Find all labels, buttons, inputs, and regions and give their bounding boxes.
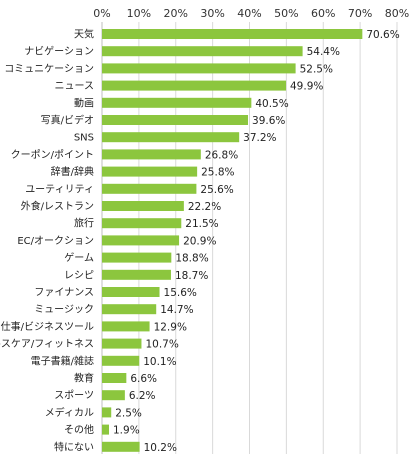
bar <box>102 304 157 315</box>
category-label: 特にない <box>54 441 94 453</box>
bar <box>102 355 140 366</box>
category-label: 電子書籍/雑誌 <box>31 354 94 367</box>
category-label: ニュース <box>55 81 95 92</box>
value-label: 26.8% <box>205 149 238 161</box>
bar <box>102 166 198 177</box>
category-label: ナビゲーション <box>24 46 94 58</box>
value-label: 10.1% <box>143 356 176 368</box>
category-label: 天気 <box>74 28 94 41</box>
bar <box>102 132 240 143</box>
bar <box>102 63 296 74</box>
value-label: 2.5% <box>115 407 142 419</box>
value-label: 14.7% <box>160 304 193 316</box>
x-tick-label: 30% <box>200 7 224 20</box>
bar <box>102 97 252 108</box>
category-label: 写真/ビデオ <box>41 114 94 127</box>
x-tick-label: 0% <box>93 7 110 20</box>
category-label: クーポン/ポイント <box>11 149 94 161</box>
value-label: 18.8% <box>175 253 208 265</box>
category-label: その他 <box>64 423 94 436</box>
bar <box>102 46 303 57</box>
value-label: 54.4% <box>307 46 340 58</box>
value-label: 10.2% <box>144 442 177 454</box>
bar <box>102 441 140 452</box>
bar <box>102 407 112 418</box>
bar <box>102 373 127 383</box>
value-label: 37.2% <box>243 132 276 144</box>
bar <box>102 80 287 91</box>
bar <box>102 29 363 39</box>
value-label: 10.7% <box>145 339 178 351</box>
bar <box>102 183 197 194</box>
value-label: 12.9% <box>154 321 187 333</box>
category-label: 教育 <box>74 372 94 385</box>
category-label: SNS <box>74 133 94 144</box>
category-label: 仕事/ビジネスツール <box>1 320 94 333</box>
value-label: 52.5% <box>300 63 333 75</box>
category-label: ユーティリティ <box>25 184 94 195</box>
x-tick-label: 10% <box>127 7 151 20</box>
category-label: ファイナンス <box>34 287 94 299</box>
category-label: メディカル <box>45 406 94 419</box>
bar <box>102 321 150 332</box>
bar <box>102 424 110 435</box>
value-label: 1.9% <box>113 425 140 437</box>
bar <box>102 390 125 401</box>
category-label: 辞書/辞典 <box>51 165 94 178</box>
value-label: 18.7% <box>175 270 208 282</box>
bar <box>102 201 184 211</box>
x-tick-label: 80% <box>385 7 409 20</box>
bar <box>102 338 142 349</box>
bars <box>102 29 363 452</box>
value-label: 22.2% <box>188 201 221 213</box>
value-label: 6.2% <box>129 390 156 402</box>
bar <box>102 218 182 229</box>
x-tick-label: 70% <box>348 7 372 20</box>
x-tick-label: 40% <box>237 7 261 20</box>
category-label: ヘルスケア/フィットネス <box>0 338 94 350</box>
value-label: 70.6% <box>366 29 399 41</box>
x-tick-label: 50% <box>274 7 298 20</box>
value-label: 25.8% <box>201 167 234 179</box>
value-labels: 70.6% 54.4% 52.5% 49.9%40.5% 39.6% 37.2% 26.8%… <box>113 29 400 454</box>
category-label: コミュニケーション <box>4 63 94 75</box>
category-label: 旅行 <box>74 217 94 230</box>
bar <box>102 287 160 297</box>
gridlines <box>101 22 398 454</box>
category-label: スポーツ <box>54 390 94 402</box>
category-label: 動画 <box>74 96 94 109</box>
value-label: 39.6% <box>252 115 285 127</box>
x-tick-label: 60% <box>311 7 335 20</box>
category-label: ゲーム <box>64 252 94 264</box>
value-label: 40.5% <box>255 98 288 110</box>
bar <box>102 149 201 160</box>
category-label: レシピ <box>64 269 94 281</box>
x-axis-ticks: 0% 10% 20% 30% 40% 50% 60% 70% 80% <box>93 7 409 20</box>
value-label: 15.6% <box>164 287 197 299</box>
x-tick-label: 20% <box>164 7 188 20</box>
value-label: 25.6% <box>200 184 233 196</box>
bar <box>102 115 249 125</box>
category-label: ミュージック <box>34 304 94 316</box>
value-label: 6.6% <box>130 373 157 385</box>
category-label: EC/オークション <box>17 235 94 247</box>
bar <box>102 252 172 263</box>
bar <box>102 235 180 246</box>
category-label: 外食/レストラン <box>21 200 94 213</box>
value-label: 21.5% <box>185 218 218 230</box>
value-label: 49.9% <box>290 81 323 93</box>
value-label: 20.9% <box>183 235 216 247</box>
bar <box>102 269 171 280</box>
